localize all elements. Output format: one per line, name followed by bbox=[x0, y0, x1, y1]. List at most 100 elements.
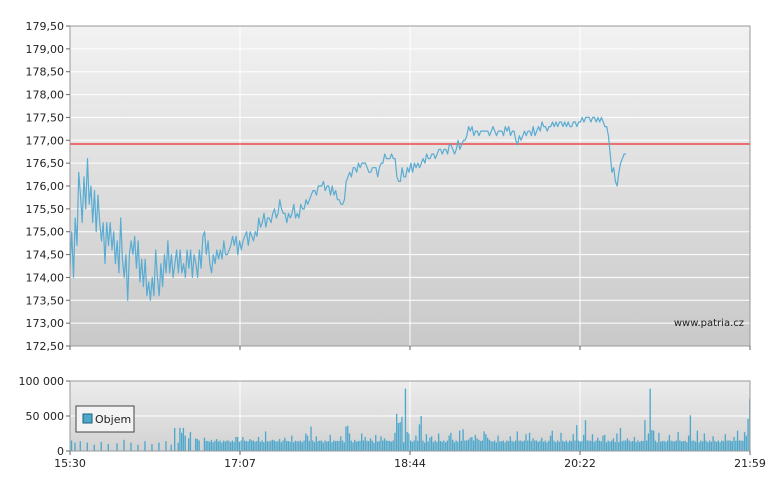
volume-bar bbox=[266, 441, 268, 451]
volume-bar bbox=[705, 440, 707, 451]
volume-bar bbox=[471, 437, 473, 451]
volume-bar bbox=[611, 440, 613, 451]
volume-y-tick-label: 100 000 bbox=[19, 375, 65, 388]
volume-bar bbox=[427, 441, 429, 451]
volume-bar bbox=[497, 435, 499, 451]
volume-bar bbox=[268, 441, 270, 451]
volume-bar bbox=[640, 440, 643, 451]
volume-bar bbox=[243, 440, 246, 451]
volume-bar bbox=[742, 440, 744, 451]
volume-bar bbox=[625, 440, 627, 451]
price-y-tick-label: 174,50 bbox=[26, 249, 65, 262]
volume-bar bbox=[285, 440, 288, 451]
volume-bar bbox=[696, 430, 699, 451]
volume-bar bbox=[305, 433, 307, 451]
volume-bar bbox=[70, 440, 73, 451]
volume-bar bbox=[410, 440, 412, 451]
volume-bar bbox=[151, 444, 153, 451]
volume-y-axis: 100 000 50 000 0 bbox=[19, 375, 70, 458]
volume-bar bbox=[366, 440, 368, 451]
time-x-tick-label: 17:07 bbox=[224, 457, 256, 470]
volume-bar bbox=[299, 440, 302, 451]
volume-bar bbox=[618, 442, 620, 451]
volume-bar bbox=[179, 427, 181, 451]
volume-bar bbox=[600, 441, 602, 451]
volume-bar bbox=[689, 415, 692, 451]
volume-bar bbox=[584, 420, 587, 451]
volume-bar bbox=[649, 388, 651, 451]
volume-bar bbox=[680, 441, 683, 451]
volume-bar bbox=[352, 442, 354, 451]
volume-bar bbox=[654, 440, 657, 451]
volume-bar bbox=[144, 441, 146, 451]
volume-bar bbox=[537, 441, 539, 451]
volume-bar bbox=[507, 441, 510, 451]
volume-bar bbox=[271, 439, 274, 451]
volume-bar bbox=[415, 435, 417, 451]
volume-bar bbox=[616, 433, 618, 451]
volume-bar bbox=[221, 442, 223, 451]
volume-bar bbox=[513, 441, 515, 451]
volume-bar bbox=[607, 440, 609, 451]
volume-bar bbox=[334, 441, 337, 451]
volume-bar bbox=[659, 441, 662, 451]
volume-bar bbox=[319, 440, 321, 451]
volume-bar bbox=[626, 438, 629, 451]
volume-bar bbox=[437, 433, 440, 451]
volume-bar bbox=[86, 442, 88, 451]
volume-bar bbox=[721, 440, 723, 451]
volume-bar bbox=[483, 431, 485, 451]
volume-y-tick-label: 50 000 bbox=[26, 410, 65, 423]
volume-bar bbox=[436, 441, 438, 451]
volume-bar bbox=[486, 437, 489, 451]
volume-bar bbox=[425, 434, 428, 451]
volume-bar bbox=[443, 440, 445, 451]
volume-bar bbox=[423, 442, 426, 451]
volume-bar bbox=[652, 430, 655, 451]
volume-y-tick-label: 0 bbox=[57, 445, 64, 458]
volume-bar bbox=[590, 440, 592, 451]
volume-bar bbox=[698, 442, 700, 451]
legend-label: Objem bbox=[95, 413, 131, 426]
volume-bar bbox=[219, 440, 221, 451]
volume-bar bbox=[313, 442, 316, 451]
volume-bar bbox=[224, 441, 227, 451]
volume-bar bbox=[198, 440, 200, 451]
volume-bar bbox=[165, 441, 167, 451]
volume-bar bbox=[256, 440, 258, 451]
volume-bar bbox=[137, 444, 139, 451]
volume-bar bbox=[345, 426, 347, 451]
volume-bar bbox=[369, 438, 372, 451]
volume-bar bbox=[278, 439, 281, 451]
volume-bar bbox=[539, 440, 541, 451]
volume-bar bbox=[240, 440, 242, 451]
volume-bar bbox=[525, 434, 527, 451]
volume-bar bbox=[701, 441, 704, 451]
volume-bar bbox=[682, 441, 685, 451]
volume-bar bbox=[518, 440, 520, 451]
volume-bar bbox=[350, 440, 352, 451]
volume-bar bbox=[528, 432, 531, 451]
volume-bar bbox=[570, 441, 573, 451]
volume-bar bbox=[396, 413, 398, 451]
volume-bar bbox=[273, 440, 275, 451]
volume-bar bbox=[602, 435, 604, 451]
price-y-tick-label: 177,00 bbox=[26, 134, 65, 147]
volume-bar bbox=[614, 441, 616, 451]
volume-bar bbox=[390, 441, 393, 451]
volume-legend: Objem bbox=[75, 405, 135, 433]
volume-bar bbox=[231, 440, 234, 451]
volume-bar bbox=[373, 442, 375, 451]
volume-bar bbox=[719, 442, 721, 451]
volume-bar bbox=[535, 440, 538, 451]
volume-bar bbox=[714, 440, 716, 451]
price-y-tick-label: 178,00 bbox=[26, 89, 65, 102]
volume-bar bbox=[404, 388, 407, 451]
volume-bar bbox=[362, 440, 365, 451]
volume-bar bbox=[354, 439, 356, 451]
volume-bar bbox=[506, 440, 508, 451]
volume-bar bbox=[331, 442, 333, 451]
volume-bar bbox=[651, 430, 653, 451]
volume-bar bbox=[474, 434, 477, 451]
